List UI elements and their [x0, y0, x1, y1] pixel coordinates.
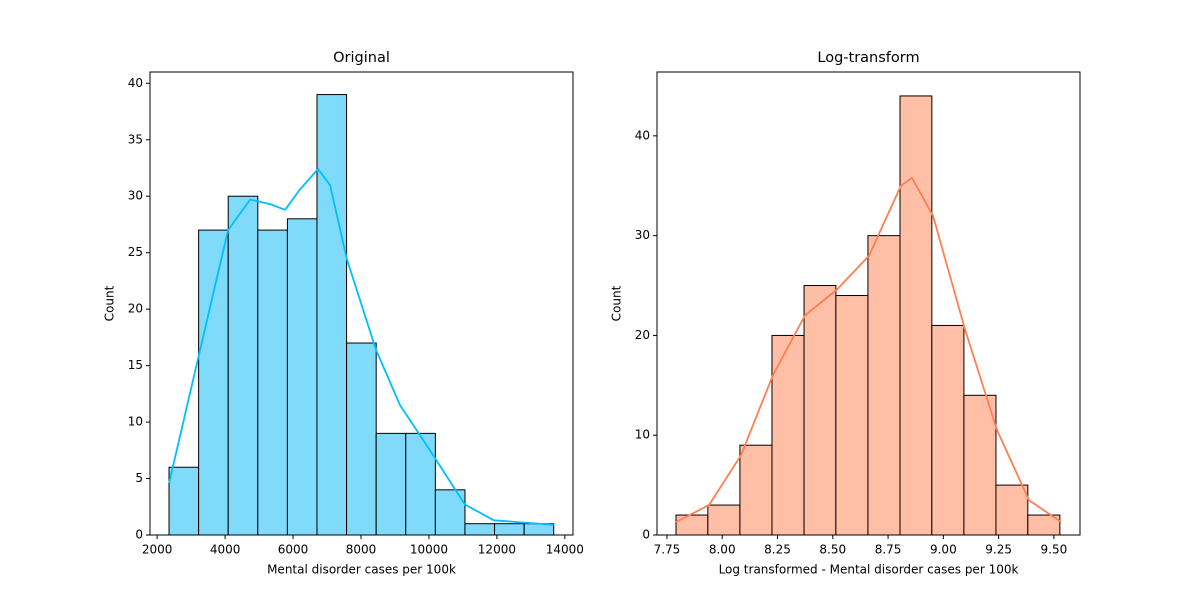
x-tick-label: 8.50: [819, 543, 846, 557]
y-tick-label: 20: [635, 328, 650, 342]
x-tick-label: 9.50: [1041, 543, 1068, 557]
bar: [803, 285, 837, 536]
y-tick-label: 40: [635, 128, 650, 142]
title: Log-transform: [817, 50, 919, 66]
bar: [899, 95, 933, 536]
bar: [835, 295, 869, 536]
x-tick-label: 4000: [210, 543, 241, 557]
y-tick-label: 35: [128, 132, 143, 146]
bar: [995, 484, 1029, 536]
bar: [963, 394, 997, 536]
bar: [867, 235, 901, 536]
bar: [286, 218, 318, 536]
y-tick-label: 30: [128, 189, 143, 203]
x-tick-label: 14000: [546, 543, 584, 557]
kde-line: [168, 168, 554, 526]
x-tick-label: 8.75: [875, 543, 902, 557]
x-tick-label: 8.25: [764, 543, 791, 557]
bar: [168, 466, 200, 536]
bar: [707, 504, 741, 536]
bar: [227, 195, 259, 536]
x-tick-label: 2000: [142, 543, 173, 557]
x-tick-label: 10000: [410, 543, 448, 557]
x-axis-label: Log transformed - Mental disorder cases …: [719, 563, 1019, 577]
y-tick-label: 20: [128, 302, 143, 316]
x-tick-label: 7.75: [654, 543, 681, 557]
bar: [405, 432, 436, 536]
x-tick-label: 9.25: [985, 543, 1012, 557]
bar: [316, 94, 348, 536]
y-tick-label: 0: [135, 528, 143, 542]
x-tick-label: 8000: [346, 543, 377, 557]
axes-frame: [656, 71, 1081, 536]
bar: [346, 342, 377, 536]
y-tick-label: 15: [128, 358, 143, 372]
x-tick-label: 12000: [478, 543, 516, 557]
bar: [494, 523, 525, 536]
x-axis-label: Mental disorder cases per 100k: [267, 563, 456, 577]
bar: [675, 514, 709, 536]
bar: [739, 444, 773, 536]
bar: [523, 523, 555, 536]
bar: [375, 432, 407, 536]
y-axis-label: Count: [103, 285, 117, 321]
y-axis-label: Count: [610, 285, 624, 321]
y-tick-label: 30: [635, 228, 650, 242]
y-tick-label: 40: [128, 76, 143, 90]
x-tick-label: 6000: [278, 543, 309, 557]
bar: [257, 229, 288, 536]
bar: [771, 334, 805, 536]
kde-line: [675, 176, 1062, 523]
bar: [464, 523, 496, 536]
x-tick-label: 9.00: [930, 543, 957, 557]
title: Original: [333, 50, 390, 66]
axes-frame: [149, 71, 574, 536]
x-tick-label: 8.00: [709, 543, 736, 557]
bar: [198, 229, 229, 536]
y-tick-label: 0: [642, 528, 650, 542]
subplot: 7.75 8.00 8.25 8.50 8.75 9.00 9.25 9.50 0 10 20 30 4…: [610, 50, 1081, 577]
bar: [931, 324, 965, 536]
y-tick-label: 10: [635, 428, 650, 442]
y-tick-label: 25: [128, 245, 143, 259]
y-tick-label: 10: [128, 415, 143, 429]
y-tick-label: 5: [135, 471, 143, 485]
subplot: 2000 4000 6000 8000 10000 12000 14000 0 5 10 15 20 2…: [103, 50, 584, 577]
